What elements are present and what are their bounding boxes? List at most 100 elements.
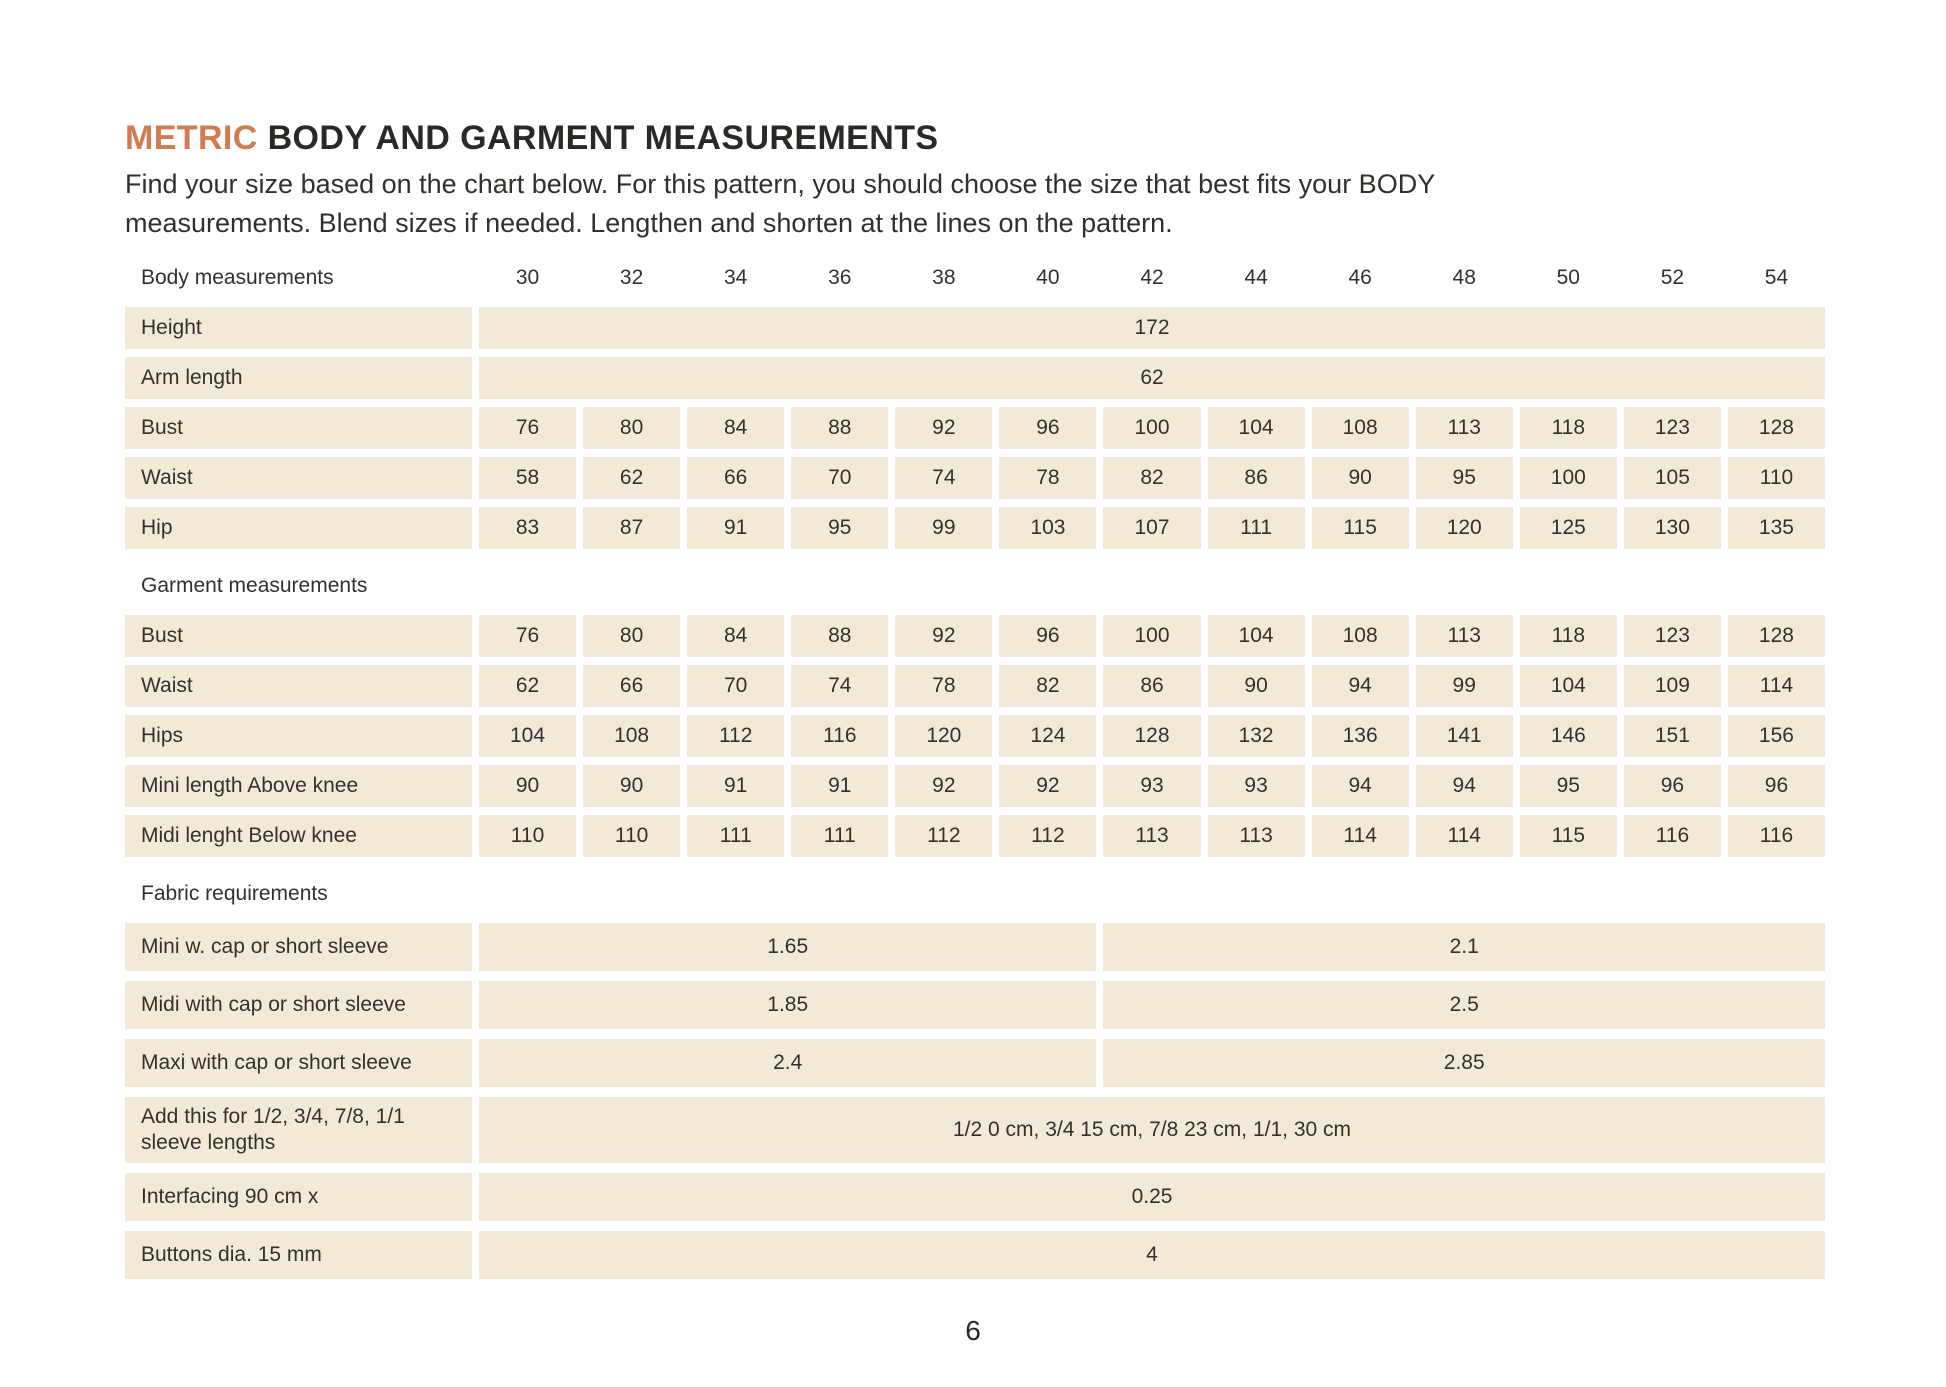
body-measurement-span-value: 172 [479, 307, 1825, 350]
garment-measurement-row-label: Hips [125, 715, 472, 758]
page-subtitle: Find your size based on the chart below.… [125, 165, 1825, 243]
garment-measurement-value-cell: 113 [1207, 815, 1305, 858]
garment-measurement-row: Hips 104 108 112 116 120 124 128 132 136 141 146 151… [125, 715, 1825, 758]
garment-measurement-value-cell: 108 [583, 715, 681, 758]
garment-measurement-value-cell: 88 [791, 615, 889, 658]
body-measurement-value-cell: 103 [999, 507, 1097, 550]
body-measurement-value-cell: 90 [1311, 457, 1409, 500]
body-measurement-value-cell: 87 [583, 507, 681, 550]
fabric-requirement-row: Interfacing 90 cm x 0.25 [125, 1173, 1825, 1223]
fabric-row-label: Buttons dia. 15 mm [125, 1231, 472, 1280]
body-measurement-value-cell: 95 [1415, 457, 1513, 500]
garment-measurement-value-cell: 78 [895, 665, 993, 708]
garment-measurement-value-cell: 136 [1311, 715, 1409, 758]
body-measurement-value-cell: 113 [1415, 407, 1513, 450]
size-column-header: 34 [724, 266, 748, 290]
body-measurement-value-cell: 62 [583, 457, 681, 500]
garment-measurement-value-cell: 113 [1415, 615, 1513, 658]
garment-measurement-value-cell: 113 [1103, 815, 1201, 858]
fabric-value-sizes-42-54: 2.1 [1103, 923, 1825, 972]
garment-measurement-value-cell: 80 [583, 615, 681, 658]
size-column-header: 52 [1660, 266, 1685, 290]
garment-section-row: Garment measurements [125, 565, 1825, 607]
size-column-header: 40 [1036, 266, 1060, 290]
subtitle-line-1: Find your size based on the chart below.… [125, 169, 1436, 200]
page-title-accent: METRIC [125, 119, 258, 157]
garment-measurement-value-cell: 109 [1623, 665, 1721, 708]
garment-measurement-row: Bust 76 80 84 88 92 96 100 104 108 113 118 123 128 [125, 615, 1825, 658]
garment-measurement-row: Waist 62 66 70 74 78 82 86 90 94 99 104 109 114 [125, 665, 1825, 708]
garment-measurement-value-cell: 62 [479, 665, 577, 708]
fabric-requirement-row: Midi with cap or short sleeve 1.85 2.5 [125, 981, 1825, 1031]
body-measurement-value-cell: 115 [1311, 507, 1409, 550]
body-measurement-value-cell: 130 [1623, 507, 1721, 550]
body-measurement-value-cell: 111 [1207, 507, 1305, 550]
garment-measurement-value-cell: 116 [1727, 815, 1825, 858]
garment-measurement-value-cell: 146 [1519, 715, 1617, 758]
fabric-value-sizes-42-54: 2.5 [1103, 981, 1825, 1030]
body-measurement-value-cell: 76 [479, 407, 577, 450]
fabric-row-label: Midi with cap or short sleeve [125, 981, 472, 1030]
body-measurement-row: Height 172 [125, 307, 1825, 350]
body-measurement-value-cell: 99 [895, 507, 993, 550]
garment-measurement-value-cell: 95 [1519, 765, 1617, 808]
garment-measurement-value-cell: 92 [999, 765, 1097, 808]
garment-measurement-value-cell: 116 [791, 715, 889, 758]
garment-measurement-value-cell: 104 [479, 715, 577, 758]
body-measurement-value-cell: 83 [479, 507, 577, 550]
body-measurement-value-cell: 58 [479, 457, 577, 500]
garment-measurement-row-label: Waist [125, 665, 472, 708]
fabric-requirement-row: Mini w. cap or short sleeve 1.65 2.1 [125, 923, 1825, 973]
fabric-requirement-row: Maxi with cap or short sleeve 2.4 2.85 [125, 1039, 1825, 1089]
page-number: 6 [965, 1315, 981, 1346]
body-measurement-value-cell: 107 [1103, 507, 1201, 550]
garment-measurement-value-cell: 114 [1727, 665, 1825, 708]
body-measurement-value-cell: 100 [1103, 407, 1201, 450]
garment-measurement-value-cell: 111 [687, 815, 785, 858]
body-measurement-value-cell: 100 [1519, 457, 1617, 500]
garment-measurement-value-cell: 96 [999, 615, 1097, 658]
garment-measurement-value-cell: 112 [687, 715, 785, 758]
garment-measurement-value-cell: 111 [791, 815, 889, 858]
garment-measurement-value-cell: 112 [999, 815, 1097, 858]
garment-measurement-value-cell: 96 [1727, 765, 1825, 808]
garment-measurement-value-cell: 86 [1103, 665, 1201, 708]
fabric-span-value: 1/2 0 cm, 3/4 15 cm, 7/8 23 cm, 1/1, 30 … [479, 1097, 1825, 1164]
fabric-value-sizes-42-54: 2.85 [1103, 1039, 1825, 1088]
size-column-header: 42 [1140, 266, 1164, 290]
garment-measurement-row: Midi lenght Below knee 110 110 111 111 112 112… [125, 815, 1825, 858]
body-measurement-value-cell: 91 [687, 507, 785, 550]
body-measurement-value-cell: 123 [1623, 407, 1721, 450]
garment-measurement-row: Mini length Above knee 90 90 91 91 92 92 93 93 94… [125, 765, 1825, 808]
body-measurement-row: Arm length 62 [125, 357, 1825, 400]
fabric-value-sizes-30-40: 1.85 [479, 981, 1097, 1030]
fabric-span-value: 4 [479, 1231, 1825, 1280]
garment-measurement-value-cell: 104 [1519, 665, 1617, 708]
fabric-section-row: Fabric requirements [125, 873, 1825, 915]
garment-measurement-value-cell: 66 [583, 665, 681, 708]
garment-measurement-value-cell: 112 [895, 815, 993, 858]
garment-measurement-value-cell: 141 [1415, 715, 1513, 758]
size-column-header: 44 [1244, 266, 1268, 290]
body-measurement-value-cell: 128 [1727, 407, 1825, 450]
garment-measurement-value-cell: 120 [895, 715, 993, 758]
garment-measurement-value-cell: 90 [583, 765, 681, 808]
garment-measurement-value-cell: 90 [479, 765, 577, 808]
garment-measurement-value-cell: 74 [791, 665, 889, 708]
garment-measurement-value-cell: 128 [1103, 715, 1201, 758]
column-header-body-measurements: Body measurements [141, 266, 334, 290]
fabric-requirement-row: Buttons dia. 15 mm 4 [125, 1231, 1825, 1281]
garment-measurement-value-cell: 110 [479, 815, 577, 858]
body-measurement-value-cell: 86 [1207, 457, 1305, 500]
subtitle-line-2: measurements. Blend sizes if needed. Len… [125, 208, 1173, 239]
body-measurement-value-cell: 135 [1727, 507, 1825, 550]
garment-measurement-row-label: Bust [125, 615, 472, 658]
garment-measurement-value-cell: 82 [999, 665, 1097, 708]
garment-measurement-value-cell: 91 [687, 765, 785, 808]
garment-measurement-value-cell: 76 [479, 615, 577, 658]
garment-measurement-value-cell: 94 [1311, 665, 1409, 708]
body-measurement-value-cell: 120 [1415, 507, 1513, 550]
body-measurement-value-cell: 110 [1727, 457, 1825, 500]
garment-measurement-value-cell: 114 [1311, 815, 1409, 858]
garment-measurement-value-cell: 92 [895, 765, 993, 808]
